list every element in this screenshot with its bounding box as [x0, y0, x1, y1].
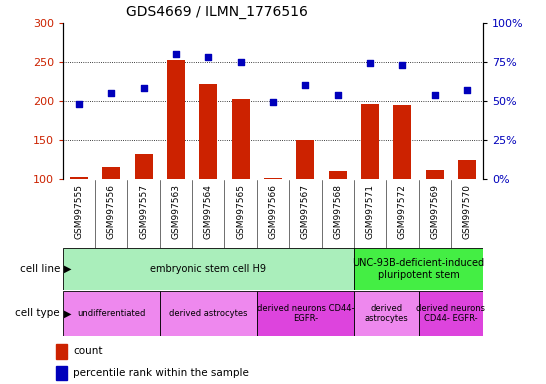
Point: [139, 85, 148, 91]
Bar: [56, 366, 67, 380]
Point: [269, 99, 277, 106]
Bar: [354, 248, 483, 290]
Bar: [160, 291, 257, 336]
Text: derived neurons CD44-
EGFR-: derived neurons CD44- EGFR-: [257, 304, 354, 323]
Bar: [329, 171, 347, 179]
Point: [333, 91, 342, 98]
Bar: [167, 60, 185, 179]
Bar: [354, 291, 419, 336]
Bar: [458, 160, 476, 179]
Bar: [135, 154, 152, 179]
Bar: [232, 99, 250, 179]
Point: [204, 54, 213, 60]
Text: cell type: cell type: [15, 308, 60, 318]
Text: GSM997567: GSM997567: [301, 184, 310, 239]
Text: GSM997569: GSM997569: [430, 184, 439, 239]
Text: derived astrocytes: derived astrocytes: [169, 309, 247, 318]
Point: [236, 59, 245, 65]
Bar: [394, 105, 411, 179]
Text: cell line: cell line: [20, 264, 60, 274]
Text: ▶: ▶: [64, 308, 72, 318]
Text: GSM997568: GSM997568: [333, 184, 342, 239]
Text: derived
astrocytes: derived astrocytes: [364, 304, 408, 323]
Text: embryonic stem cell H9: embryonic stem cell H9: [150, 264, 266, 274]
Bar: [296, 140, 314, 179]
Bar: [264, 178, 282, 179]
Text: GSM997566: GSM997566: [269, 184, 277, 239]
Bar: [361, 104, 379, 179]
Text: GSM997563: GSM997563: [171, 184, 181, 239]
Text: GSM997571: GSM997571: [365, 184, 375, 239]
Text: GDS4669 / ILMN_1776516: GDS4669 / ILMN_1776516: [126, 5, 308, 19]
Point: [462, 87, 471, 93]
Text: count: count: [73, 346, 103, 356]
Bar: [70, 177, 88, 179]
Bar: [257, 291, 354, 336]
Text: GSM997572: GSM997572: [398, 184, 407, 239]
Text: percentile rank within the sample: percentile rank within the sample: [73, 368, 249, 378]
Text: ▶: ▶: [64, 264, 72, 274]
Text: UNC-93B-deficient-induced
pluripotent stem: UNC-93B-deficient-induced pluripotent st…: [353, 258, 485, 280]
Bar: [63, 248, 354, 290]
Text: GSM997570: GSM997570: [462, 184, 472, 239]
Text: GSM997556: GSM997556: [107, 184, 116, 239]
Point: [301, 82, 310, 88]
Point: [107, 90, 116, 96]
Text: GSM997555: GSM997555: [74, 184, 84, 239]
Text: GSM997557: GSM997557: [139, 184, 148, 239]
Bar: [419, 291, 483, 336]
Text: derived neurons
CD44- EGFR-: derived neurons CD44- EGFR-: [417, 304, 485, 323]
Point: [366, 60, 375, 66]
Bar: [103, 167, 120, 179]
Bar: [426, 170, 443, 179]
Point: [171, 51, 180, 57]
Text: GSM997565: GSM997565: [236, 184, 245, 239]
Point: [75, 101, 84, 107]
Point: [430, 91, 439, 98]
Text: GSM997564: GSM997564: [204, 184, 213, 239]
Bar: [63, 291, 160, 336]
Bar: [56, 344, 67, 359]
Point: [398, 62, 407, 68]
Text: undifferentiated: undifferentiated: [77, 309, 145, 318]
Bar: [199, 84, 217, 179]
